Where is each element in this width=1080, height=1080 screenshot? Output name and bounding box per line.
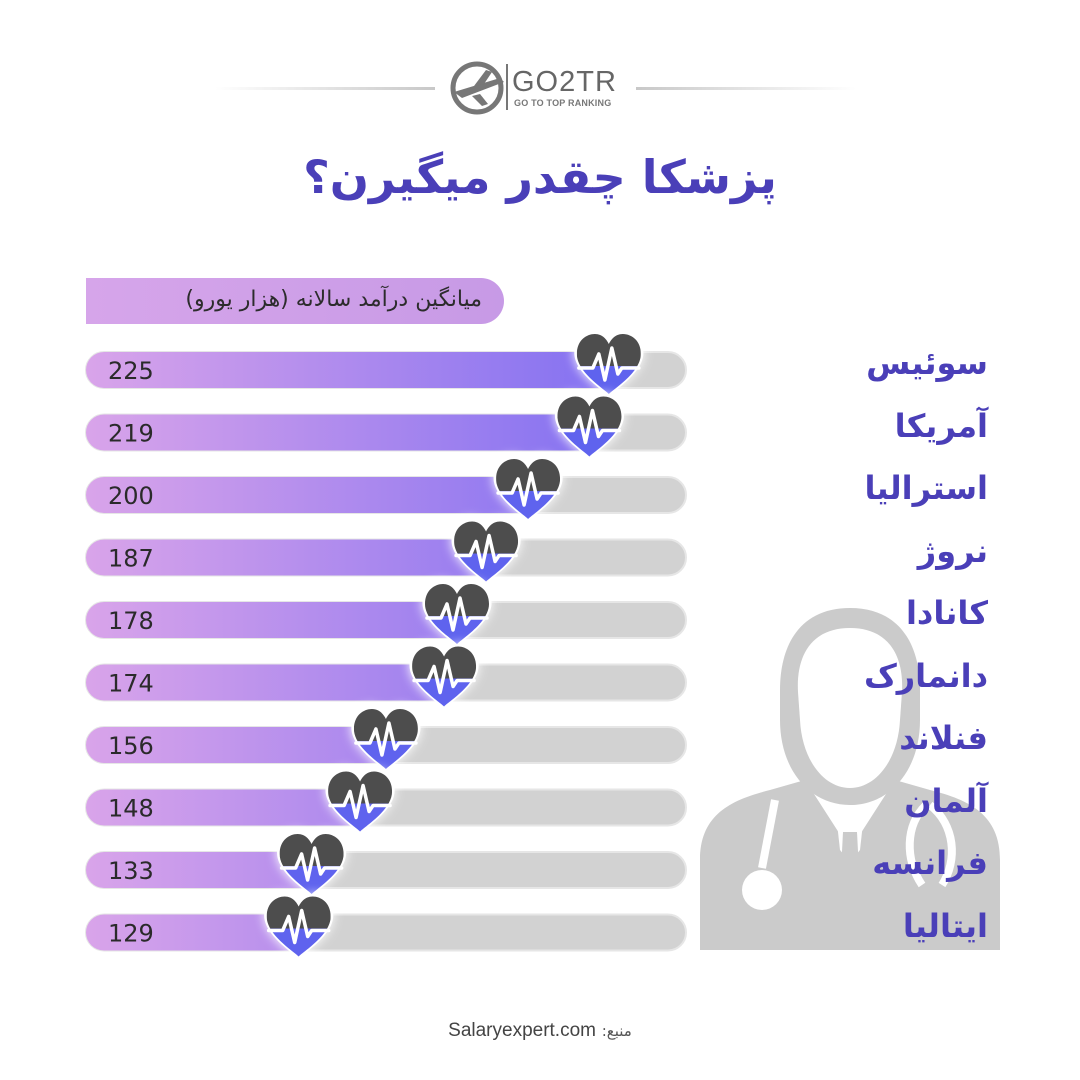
bar-row: 174 — [85, 643, 687, 709]
bar — [86, 852, 322, 888]
bar-row: 200 — [85, 456, 687, 522]
brand-tagline: GO TO TOP RANKING — [514, 98, 612, 108]
bar — [86, 539, 497, 576]
bar-value-label: 200 — [108, 482, 154, 510]
source-value: Salaryexpert.com — [448, 1020, 596, 1041]
source-note: منبع: Salaryexpert.com — [0, 1020, 1080, 1042]
bar-row: 129 — [85, 893, 687, 959]
bar-row: 225 — [85, 331, 687, 397]
bar-row: 148 — [85, 768, 687, 834]
bar — [86, 414, 600, 451]
brand-name: GO2TR — [512, 66, 617, 98]
bar-value-label: 178 — [108, 607, 154, 635]
bar-value-label: 156 — [108, 732, 154, 760]
bar-row: 133 — [85, 831, 687, 897]
category-label: ایتالیا — [902, 906, 988, 945]
bar — [86, 727, 396, 763]
category-label: نروژ — [917, 531, 988, 570]
header-divider-left — [215, 87, 435, 90]
bar — [86, 352, 619, 388]
category-label: دانمارک — [863, 656, 988, 695]
bar-row: 187 — [85, 518, 687, 584]
chart-caption-pill: میانگین درآمد سالانه (هزار یورو) — [86, 278, 504, 324]
bar-value-label: 133 — [108, 857, 154, 885]
brand-logo: GO2TR GO TO TOP RANKING — [448, 58, 618, 118]
bar — [86, 477, 539, 513]
heart-pulse-icon — [409, 643, 479, 709]
category-label: آلمان — [904, 781, 988, 820]
category-label: فرانسه — [872, 844, 988, 882]
category-label: سوئیس — [866, 344, 988, 382]
doctor-icon — [700, 608, 1000, 950]
bar-value-label: 148 — [108, 795, 154, 823]
page-title: پزشکا چقدر میگیرن؟ — [303, 150, 777, 204]
bar-value-label: 174 — [108, 670, 154, 698]
bar-row: 178 — [85, 581, 687, 647]
bar-value-label: 225 — [108, 357, 154, 385]
plane-logo-icon — [450, 61, 508, 115]
chart-caption: میانگین درآمد سالانه (هزار یورو) — [185, 287, 482, 312]
header-divider-right — [636, 87, 856, 90]
bar — [86, 602, 467, 638]
bar — [86, 789, 371, 826]
source-label: منبع: — [601, 1022, 632, 1040]
heart-pulse-icon — [493, 456, 563, 522]
bar-value-label: 129 — [108, 920, 154, 948]
bar-row: 156 — [85, 706, 687, 772]
bar-value-label: 187 — [108, 545, 154, 573]
bar-row: 219 — [85, 393, 687, 459]
category-label: فنلاند — [899, 719, 988, 757]
bar — [86, 664, 455, 701]
category-label: آمریکا — [894, 406, 988, 445]
header: GO2TR GO TO TOP RANKING — [0, 50, 1080, 120]
category-label: استرالیا — [864, 469, 988, 507]
category-label: کانادا — [905, 594, 988, 632]
bar — [86, 914, 309, 951]
bar-value-label: 219 — [108, 420, 154, 448]
